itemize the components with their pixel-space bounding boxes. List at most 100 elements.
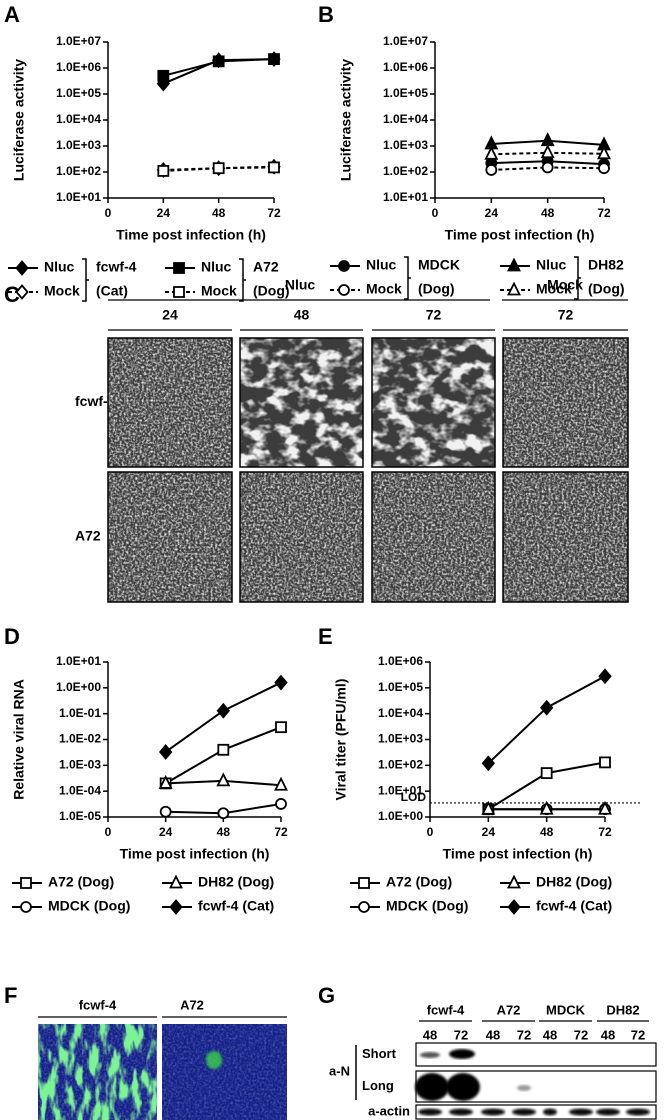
y-tick-label: 1.0E-01: [59, 706, 101, 720]
group-header: Mock: [547, 277, 583, 293]
legend-marker: [358, 901, 370, 913]
marker: [540, 144, 555, 159]
lane-label: 48: [486, 1027, 500, 1042]
legend-label: A72 (Dog): [386, 874, 452, 890]
micrograph-border: [502, 471, 629, 603]
micrograph-border: [371, 337, 496, 468]
lane-group: MDCK: [546, 1002, 586, 1017]
lane-group: DH82: [606, 1002, 639, 1017]
band: [420, 1052, 440, 1058]
legend-label: DH82 (Dog): [536, 874, 612, 890]
legend-marker: [507, 281, 521, 296]
micrograph-texture: [240, 338, 363, 467]
y-tick-label: 1.0E+03: [383, 138, 428, 152]
marker: [485, 164, 498, 176]
legend-label: Mock: [201, 283, 237, 299]
panel-label: F: [4, 983, 17, 1008]
legend-marker: [507, 874, 521, 889]
y-axis-title: Luciferase activity: [338, 59, 354, 181]
y-tick-label: 1.0E+00: [56, 680, 101, 694]
marker: [274, 776, 288, 791]
x-axis-title: Time post infection (h): [443, 846, 593, 862]
legend-marker: [173, 262, 185, 274]
group-header: Nluc: [285, 277, 316, 293]
x-tick-label: 0: [427, 825, 434, 839]
y-tick-label: 1.0E+05: [378, 680, 423, 694]
micrograph-border: [239, 471, 364, 603]
column-header: 72: [558, 307, 574, 323]
legend-bracket: [574, 256, 581, 300]
panel-label: B: [318, 2, 334, 27]
x-tick-label: 0: [105, 206, 112, 220]
column-header: 48: [294, 307, 310, 323]
lod-label: LOD: [401, 790, 427, 804]
x-tick-label: 24: [482, 825, 496, 839]
y-tick-label: 1.0E+05: [56, 86, 101, 100]
legend-marker: [507, 899, 521, 915]
antibody-label: a-N: [329, 1063, 350, 1078]
x-tick-label: 48: [217, 825, 231, 839]
lane-label: 48: [543, 1027, 557, 1042]
legend-group: MDCK: [418, 257, 460, 273]
marker: [598, 162, 610, 175]
legend-marker: [20, 877, 32, 889]
legend-label: Nluc: [536, 257, 567, 273]
marker: [484, 145, 499, 160]
x-tick-label: 72: [267, 206, 281, 220]
marker: [268, 161, 280, 174]
legend-group-sub: (Dog): [418, 281, 455, 297]
blot: [415, 1042, 657, 1067]
y-tick-label: 1.0E+03: [56, 138, 101, 152]
micrograph-border: [502, 337, 629, 468]
lane-label: 72: [574, 1027, 588, 1042]
marker: [539, 699, 554, 716]
x-tick-label: 48: [212, 206, 226, 220]
legend-label: Mock: [44, 283, 80, 299]
band: [626, 1108, 650, 1116]
x-axis-title: Time post infection (h): [120, 846, 270, 862]
marker: [216, 702, 231, 719]
legend-label: Nluc: [44, 259, 75, 275]
marker: [540, 132, 555, 147]
legend-label: A72 (Dog): [48, 874, 114, 890]
series-line: [487, 675, 606, 765]
marker: [268, 53, 280, 65]
band: [446, 1073, 480, 1101]
marker: [217, 743, 230, 756]
marker: [275, 721, 287, 734]
loading-label: a-actin: [368, 1103, 410, 1118]
band: [415, 1073, 449, 1101]
x-axis-title: Time post infection (h): [116, 227, 266, 243]
marker: [599, 756, 611, 769]
legend-marker: [20, 901, 32, 913]
legend-marker: [507, 257, 521, 272]
micrograph-texture: [372, 472, 495, 602]
legend-marker: [358, 877, 370, 889]
legend-label: MDCK (Dog): [386, 898, 468, 914]
y-tick-label: 1.0E+02: [378, 758, 423, 772]
marker: [540, 767, 553, 780]
band: [512, 1108, 536, 1116]
band: [569, 1108, 593, 1116]
marker: [481, 800, 496, 815]
legend-label: Nluc: [201, 259, 232, 275]
legend-label: fcwf-4 (Cat): [536, 898, 612, 914]
y-tick-label: 1.0E+06: [378, 654, 423, 668]
y-tick-label: 1.0E-04: [59, 783, 101, 797]
marker: [597, 145, 611, 160]
x-tick-label: 24: [157, 206, 171, 220]
y-tick-label: 1.0E+06: [56, 60, 101, 74]
row-label: fcwf-4: [75, 393, 116, 409]
lane-label: 48: [423, 1027, 437, 1042]
y-tick-label: 1.0E+03: [378, 732, 423, 746]
y-tick-label: 1.0E-02: [59, 732, 101, 746]
legend-group-sub: (Dog): [253, 283, 290, 299]
y-tick-label: 1.0E+02: [383, 164, 428, 178]
column-header: A72: [180, 997, 204, 1012]
panel-label: D: [4, 624, 20, 649]
marker: [539, 800, 554, 815]
y-tick-label: 1.0E+00: [378, 809, 423, 823]
x-tick-label: 72: [598, 825, 612, 839]
legend-label: fcwf-4 (Cat): [198, 898, 274, 914]
lane-group: A72: [497, 1002, 521, 1017]
